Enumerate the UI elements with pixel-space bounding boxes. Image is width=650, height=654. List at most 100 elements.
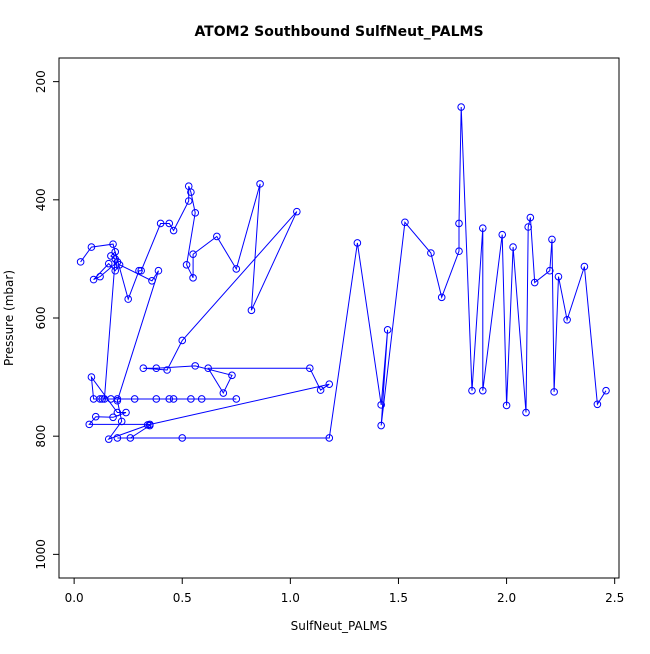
chart-title: ATOM2 Southbound SulfNeut_PALMS xyxy=(194,24,483,40)
data-point xyxy=(498,230,507,239)
data-point xyxy=(91,412,100,421)
data-point xyxy=(437,293,446,302)
x-tick-label: 0.5 xyxy=(173,591,192,605)
data-point xyxy=(178,336,187,345)
data-point xyxy=(152,395,161,403)
data-point xyxy=(383,326,392,334)
data-point xyxy=(602,386,610,395)
data-point xyxy=(524,223,532,231)
data-point xyxy=(189,250,197,258)
data-point xyxy=(113,395,122,403)
x-tick-label: 0.0 xyxy=(65,591,84,605)
data-point xyxy=(306,364,314,373)
plot-frame xyxy=(58,57,620,579)
data-point xyxy=(427,249,435,257)
data-point xyxy=(232,265,241,273)
data-point xyxy=(256,180,264,188)
x-tick-label: 1.0 xyxy=(281,591,300,605)
data-point xyxy=(117,417,126,426)
data-point xyxy=(154,266,163,275)
data-point xyxy=(109,240,117,248)
data-point xyxy=(89,275,98,284)
data-point xyxy=(546,266,554,275)
data-point xyxy=(111,248,120,256)
data-point xyxy=(219,389,228,397)
data-point xyxy=(152,364,161,373)
data-point xyxy=(98,395,107,403)
data-point xyxy=(137,266,145,275)
data-point xyxy=(163,366,171,374)
data-point xyxy=(522,408,530,417)
data-point xyxy=(169,395,178,403)
y-axis-label: Pressure (mbar) xyxy=(2,270,16,366)
data-point xyxy=(124,295,132,303)
x-tick-label: 1.5 xyxy=(389,591,408,605)
data-point xyxy=(96,272,104,281)
x-axis-label: SulfNeut_PALMS xyxy=(291,619,388,633)
data-point xyxy=(563,315,571,324)
data-point xyxy=(247,306,256,315)
data-point xyxy=(130,395,139,403)
data-point xyxy=(111,266,120,275)
data-point xyxy=(169,226,178,235)
data-point xyxy=(502,401,511,410)
data-point xyxy=(455,219,463,228)
data-point xyxy=(85,420,94,429)
data-point xyxy=(165,395,174,403)
data-point xyxy=(148,276,156,285)
data-point xyxy=(187,395,195,403)
data-point xyxy=(580,262,589,271)
data-point xyxy=(184,197,193,205)
data-point xyxy=(509,243,517,251)
data-point xyxy=(550,388,558,396)
series-layer xyxy=(76,103,610,443)
x-axis: 0.0 0.5 1.0 1.5 2.0 2.5 xyxy=(65,577,624,605)
data-point xyxy=(232,395,241,403)
data-point xyxy=(548,235,556,244)
data-point xyxy=(76,258,85,266)
data-point xyxy=(228,371,236,380)
data-point xyxy=(100,395,109,403)
y-tick-label: 600 xyxy=(34,307,48,330)
data-point xyxy=(191,362,200,370)
data-point xyxy=(107,252,115,260)
data-point xyxy=(455,247,463,256)
data-point xyxy=(104,435,113,443)
x-tick-label: 2.0 xyxy=(497,591,516,605)
data-point xyxy=(187,188,195,196)
data-point xyxy=(377,401,385,409)
data-point xyxy=(96,395,104,403)
y-axis: 200 400 600 800 1000 xyxy=(34,70,60,570)
data-point xyxy=(126,434,135,442)
data-point xyxy=(191,209,200,217)
data-point xyxy=(316,386,325,394)
series-line xyxy=(80,106,607,441)
data-point xyxy=(197,395,206,403)
data-point xyxy=(325,380,334,388)
data-point xyxy=(109,413,117,422)
data-point xyxy=(113,408,122,417)
data-point xyxy=(526,213,535,222)
data-point xyxy=(156,219,165,228)
y-tick-label: 200 xyxy=(34,70,48,93)
data-point xyxy=(204,364,212,373)
data-point xyxy=(115,261,124,269)
data-point xyxy=(113,434,122,442)
y-tick-label: 800 xyxy=(34,425,48,448)
data-point xyxy=(87,243,96,251)
data-point xyxy=(87,373,96,381)
data-point xyxy=(135,266,143,275)
data-point xyxy=(178,434,187,442)
data-point xyxy=(122,408,130,417)
data-point xyxy=(104,259,113,268)
data-point xyxy=(377,421,385,430)
data-point xyxy=(401,218,409,227)
data-point xyxy=(139,364,148,373)
data-point xyxy=(593,400,602,409)
data-point xyxy=(325,434,334,442)
data-point xyxy=(353,239,362,247)
y-tick-label: 1000 xyxy=(34,539,48,570)
data-point xyxy=(457,103,465,111)
